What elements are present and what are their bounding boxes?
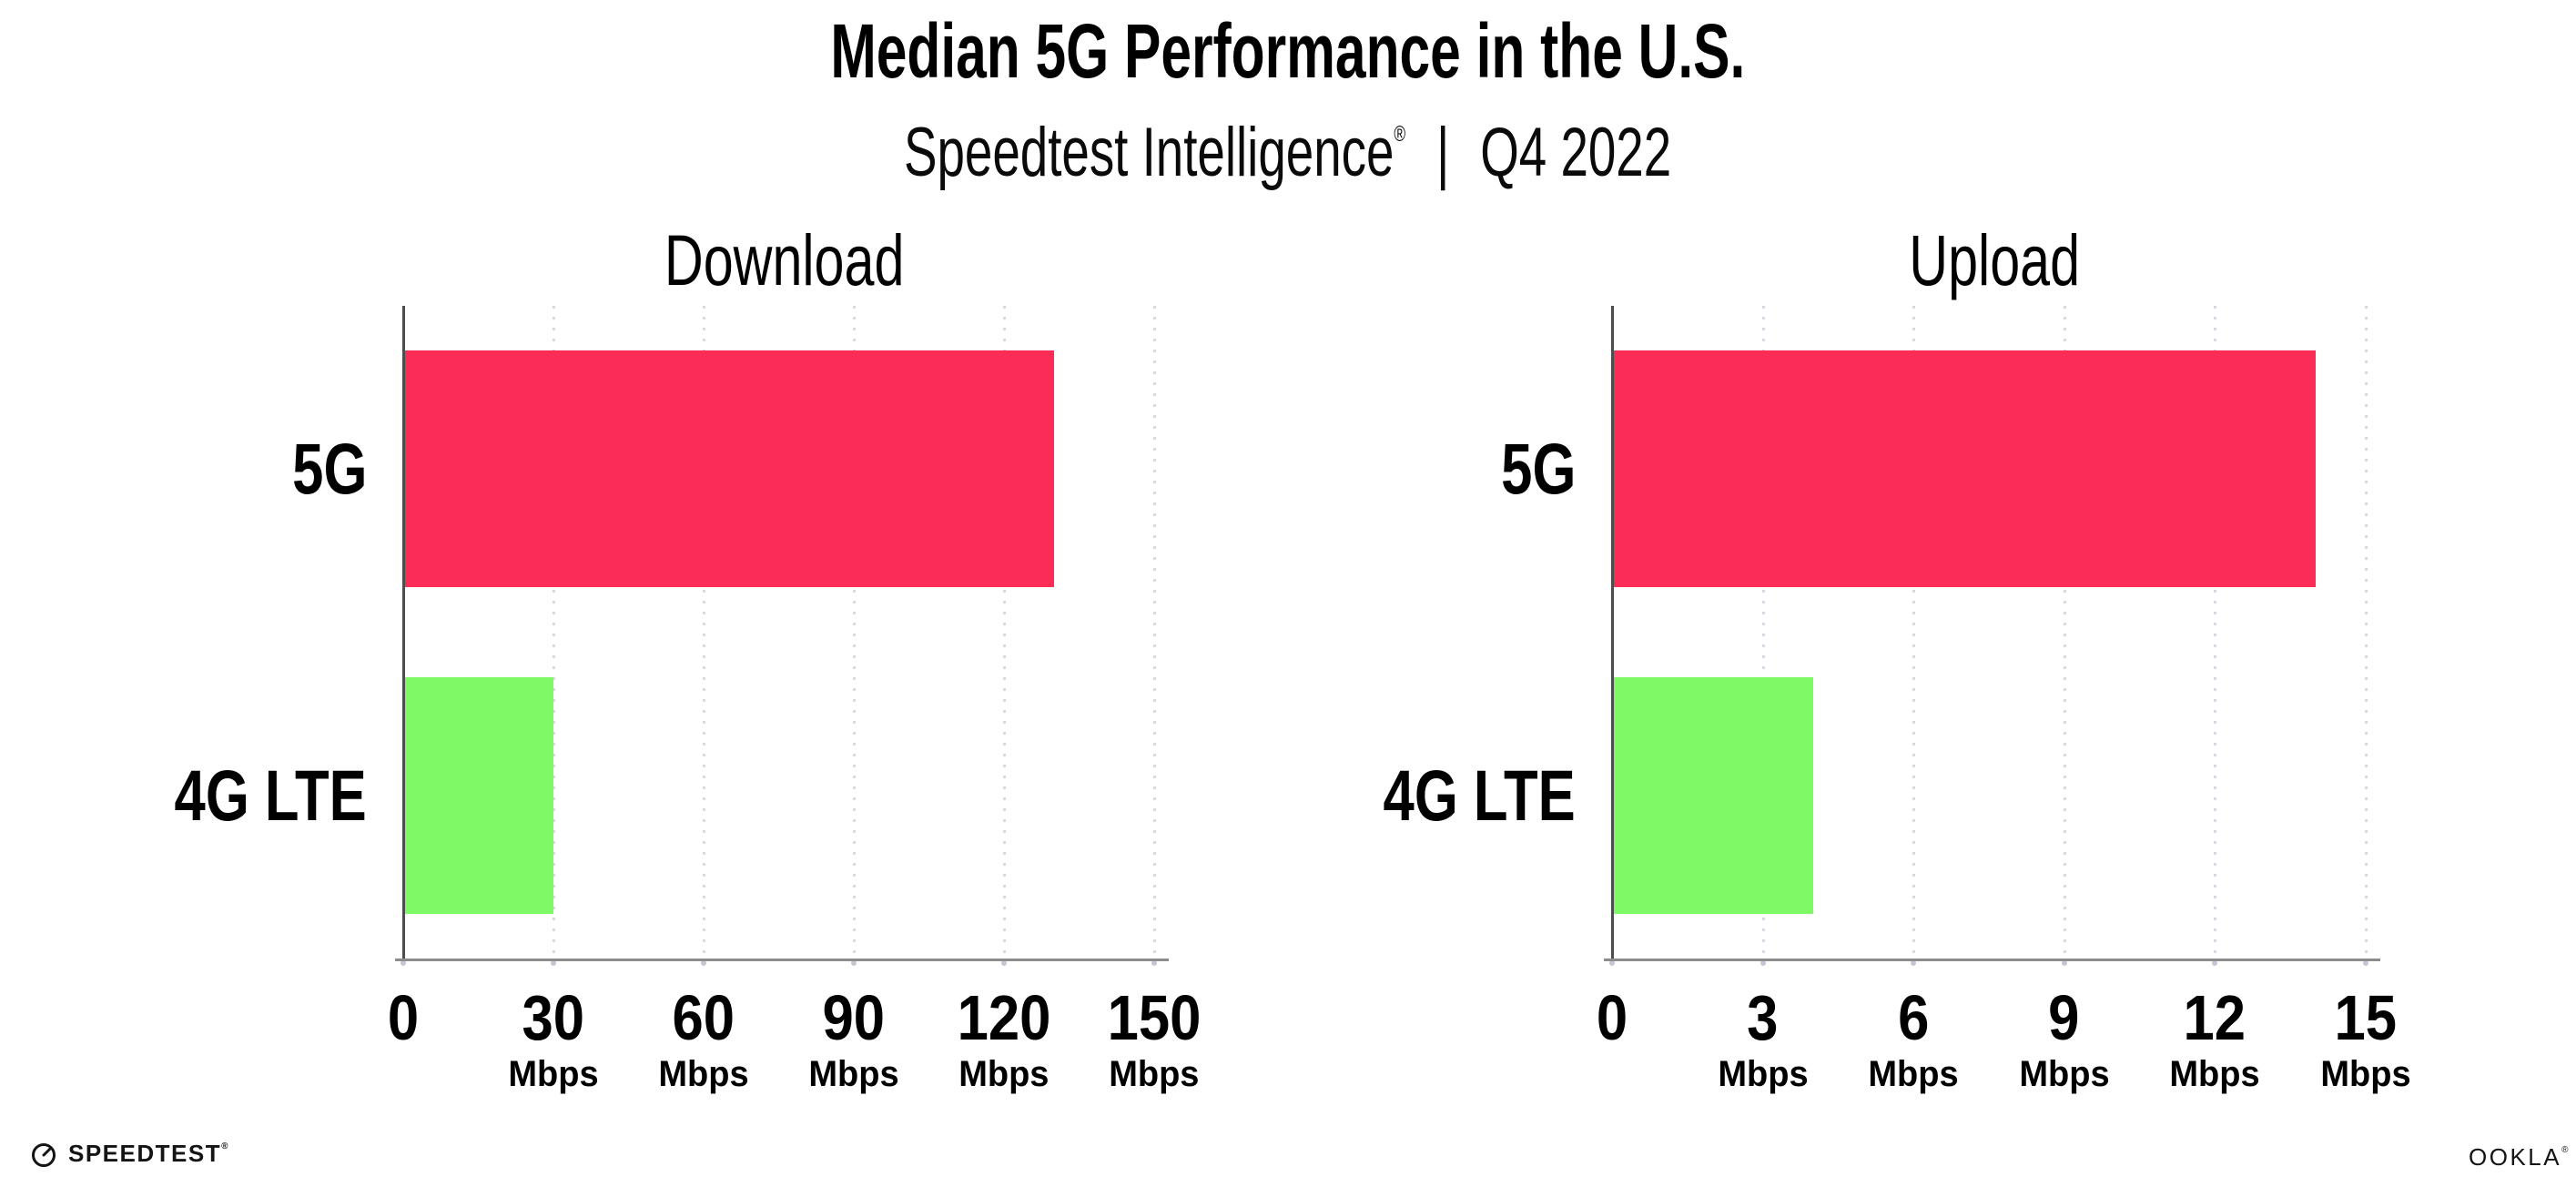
download-x-axis-labels: 0 30 Mbps 60 Mbps 90 Mbps 120 Mbps 150 Mbps <box>388 985 1201 1121</box>
gridline <box>2063 306 2066 959</box>
bar-4g-lte-download <box>403 677 553 914</box>
x-tick-label: 150 Mbps <box>1100 985 1207 1094</box>
category-label-4g-lte: 4G LTE <box>1383 755 1576 836</box>
x-tick-value: 30 <box>522 982 585 1053</box>
gridline <box>552 306 555 959</box>
gridline <box>2214 306 2217 959</box>
category-label-5g: 5G <box>1500 428 1576 509</box>
tick-mark <box>850 960 857 966</box>
tick-mark <box>1760 960 1766 966</box>
tick-mark <box>1151 960 1157 966</box>
x-tick-value: 3 <box>1747 982 1779 1053</box>
x-tick-value: 9 <box>2048 982 2080 1053</box>
x-tick-unit: Mbps <box>1109 1054 1200 1094</box>
gridline <box>1152 306 1156 959</box>
x-tick-label: 30 Mbps <box>506 985 601 1094</box>
bar-4g-lte-upload <box>1612 677 1813 914</box>
upload-gridlines <box>1609 306 2378 966</box>
speedtest-trademark-icon: ® <box>221 1141 229 1151</box>
ookla-registered-icon: ® <box>2561 1145 2571 1155</box>
bar-5g-upload <box>1612 350 2316 587</box>
x-tick-unit: Mbps <box>2169 1054 2260 1094</box>
speedtest-wordmark: SPEEDTEST® <box>68 1140 229 1167</box>
gridline <box>2364 306 2368 959</box>
x-tick-label: 9 Mbps <box>2016 985 2111 1094</box>
chart-title-download: Download <box>664 219 905 300</box>
x-tick-unit: Mbps <box>658 1054 749 1094</box>
tick-mark <box>550 960 556 966</box>
ookla-logo: OOKLA® <box>2469 1143 2571 1172</box>
x-tick-unit: Mbps <box>1868 1054 1959 1094</box>
page-title-text: Median 5G Performance in the U.S. <box>830 8 1746 94</box>
gridline <box>1761 306 1765 959</box>
tick-mark <box>2362 960 2368 966</box>
y-axis-spine <box>1611 306 1614 960</box>
gridline <box>852 306 856 959</box>
x-tick-label: 60 Mbps <box>656 985 751 1094</box>
subtitle-separator: | <box>1436 114 1450 191</box>
x-tick-unit: Mbps <box>958 1054 1050 1094</box>
tick-mark <box>700 960 706 966</box>
category-label-4g-lte: 4G LTE <box>174 755 367 836</box>
x-tick-value: 120 <box>957 982 1051 1053</box>
ookla-wordmark: OOKLA <box>2469 1143 2562 1171</box>
category-label-5g: 5G <box>291 428 367 509</box>
x-tick-label: 15 Mbps <box>2318 985 2413 1094</box>
x-tick-value: 0 <box>387 982 420 1053</box>
x-tick-value: 150 <box>1107 982 1202 1053</box>
tick-mark <box>1609 960 1615 966</box>
plot-area-upload <box>1604 306 2380 966</box>
x-tick-value: 0 <box>1596 982 1628 1053</box>
x-tick-label: 90 Mbps <box>806 985 901 1094</box>
x-axis-line <box>395 959 1169 961</box>
tick-mark <box>1911 960 1917 966</box>
tick-mark <box>1000 960 1007 966</box>
upload-x-axis-labels: 0 3 Mbps 6 Mbps 9 Mbps 12 Mbps 15 Mbps <box>1597 985 2410 1121</box>
tick-mark <box>2061 960 2067 966</box>
tick-mark <box>401 960 406 966</box>
plot-area-download <box>395 306 1169 966</box>
tick-mark <box>2212 960 2218 966</box>
x-tick-value: 6 <box>1897 982 1930 1053</box>
x-tick-unit: Mbps <box>2019 1054 2110 1094</box>
gridline <box>1912 306 1916 959</box>
x-tick-label: 120 Mbps <box>950 985 1057 1094</box>
page-title: Median 5G Performance in the U.S. <box>0 12 2576 90</box>
page-subtitle: Speedtest Intelligence® | Q4 2022 <box>0 96 2576 191</box>
bar-5g-download <box>403 350 1054 587</box>
x-axis-line <box>1604 959 2380 961</box>
x-tick-value: 60 <box>672 982 735 1053</box>
speedtest-logo: SPEEDTEST® <box>30 1140 229 1168</box>
subtitle-period: Q4 2022 <box>1480 114 1672 191</box>
x-tick-unit: Mbps <box>1717 1054 1809 1094</box>
x-tick-label: 0 <box>386 985 421 1050</box>
chart-title-upload: Upload <box>1909 219 2081 300</box>
speedtest-gauge-icon <box>32 1142 56 1167</box>
x-tick-value: 12 <box>2183 982 2246 1053</box>
gridline <box>702 306 705 959</box>
subtitle-brand: Speedtest Intelligence <box>904 114 1394 191</box>
registered-mark-icon: ® <box>1394 122 1406 147</box>
x-tick-unit: Mbps <box>2320 1054 2411 1094</box>
x-tick-value: 90 <box>822 982 886 1053</box>
x-tick-unit: Mbps <box>808 1054 899 1094</box>
gridline <box>1002 306 1006 959</box>
x-tick-label: 0 <box>1595 985 1630 1050</box>
x-tick-label: 12 Mbps <box>2167 985 2262 1094</box>
download-gridlines <box>401 306 1166 966</box>
x-tick-unit: Mbps <box>508 1054 599 1094</box>
x-tick-label: 3 Mbps <box>1715 985 1810 1094</box>
x-tick-value: 15 <box>2334 982 2398 1053</box>
x-tick-label: 6 Mbps <box>1866 985 1961 1094</box>
y-axis-spine <box>402 306 405 960</box>
